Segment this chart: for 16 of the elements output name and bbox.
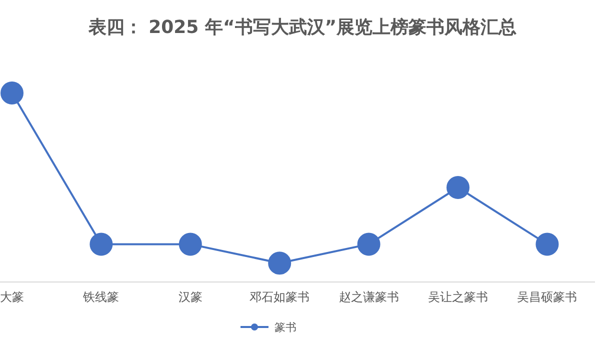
x-tick-label: 邓石如篆书 [250, 290, 310, 304]
point [446, 176, 470, 199]
x-tick-label: 铁线篆 [82, 290, 120, 304]
x-tick-label: 汉篆 [178, 290, 202, 304]
x-tick-label: 吴昌硕篆书 [517, 290, 578, 304]
x-tick-label: 吴让之篆书 [428, 290, 488, 304]
point [357, 232, 380, 256]
point [536, 232, 559, 256]
x-tick-label: 赵之谦篆书 [338, 290, 399, 304]
point [0, 82, 24, 104]
legend-label: 篆书 [274, 321, 296, 334]
point [90, 232, 113, 256]
x-tick-label: 大篆 [0, 290, 24, 304]
point [178, 232, 202, 256]
point [268, 252, 292, 275]
chart-title: 表四： 2025 年“书写大武汉”展览上榜篆书风格汇总 [87, 17, 517, 38]
